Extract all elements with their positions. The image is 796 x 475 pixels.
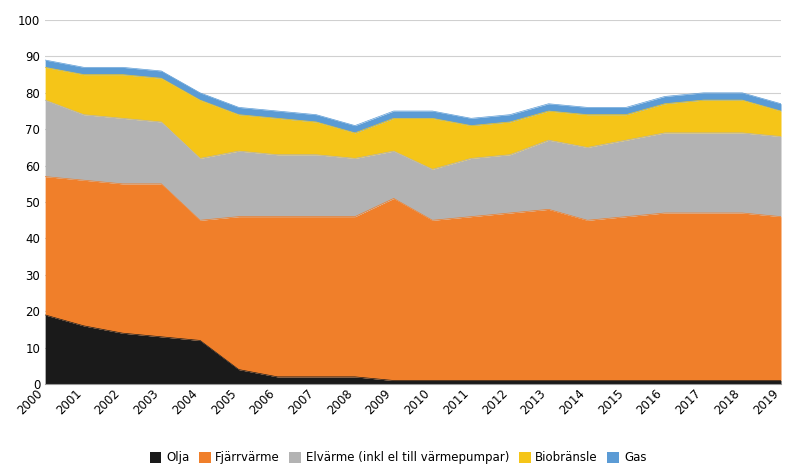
Legend: Olja, Fjärrvärme, Elvärme (inkl el till värmepumpar), Biobränsle, Gas: Olja, Fjärrvärme, Elvärme (inkl el till …	[145, 446, 651, 469]
